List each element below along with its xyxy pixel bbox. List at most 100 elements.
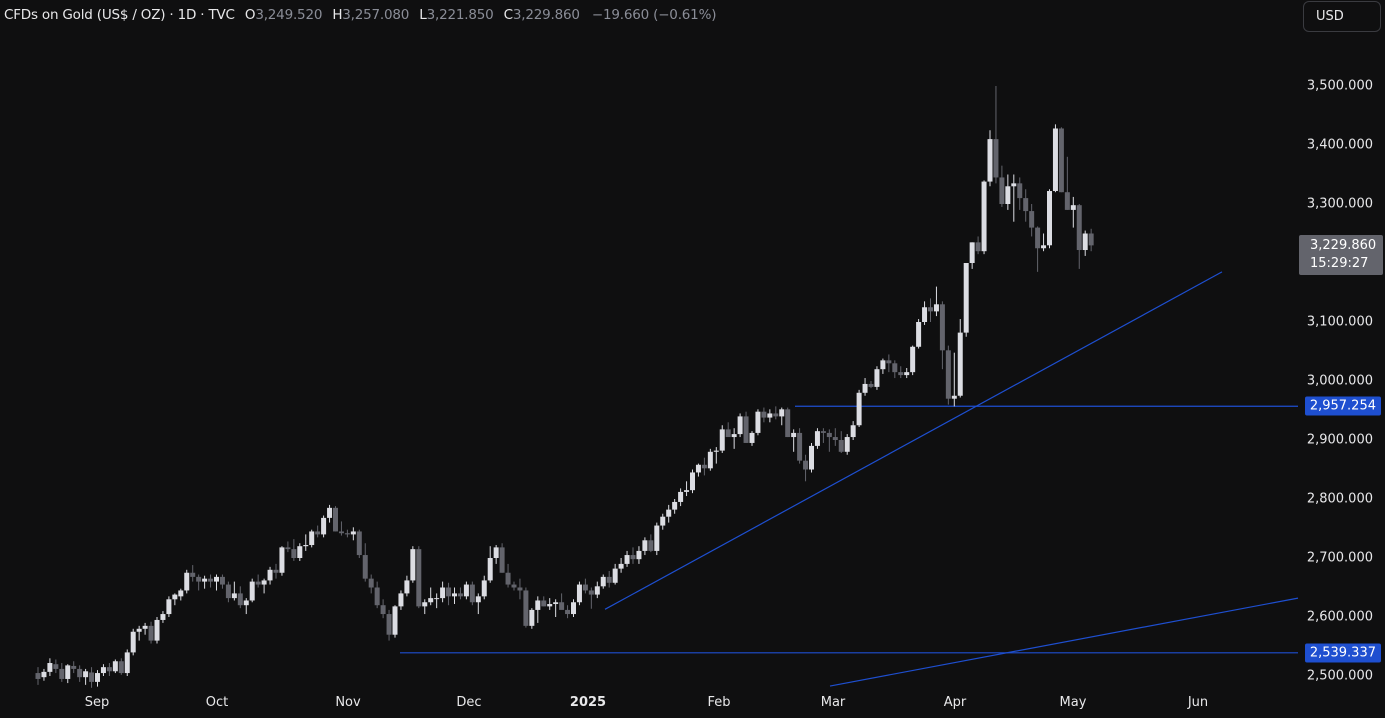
candle (267, 566, 273, 585)
candle (701, 457, 707, 476)
candle (208, 574, 214, 588)
candle (315, 525, 321, 538)
candle (678, 488, 684, 507)
candle (160, 611, 166, 623)
candle (338, 521, 344, 536)
candle (582, 578, 588, 594)
close-label: C (503, 7, 513, 23)
candle (880, 358, 886, 374)
candle (963, 263, 969, 337)
candle (993, 86, 999, 184)
candle (576, 581, 582, 606)
candle (868, 381, 874, 389)
candle (1052, 124, 1058, 193)
trendline[interactable] (604, 271, 1223, 610)
candle (832, 428, 838, 446)
candle (791, 429, 797, 452)
candle (642, 537, 648, 556)
candle (118, 658, 124, 675)
candle (600, 574, 606, 589)
candle (124, 649, 130, 676)
candle (684, 481, 690, 497)
candle (475, 593, 481, 615)
candle (707, 448, 713, 471)
candle (856, 389, 862, 428)
candle (362, 543, 368, 582)
candle (874, 366, 880, 390)
candle (297, 543, 303, 561)
bar-countdown: 15:29:27 (1310, 256, 1369, 271)
candle (95, 670, 100, 687)
candle (392, 605, 398, 638)
candle (273, 563, 279, 579)
candle (410, 546, 416, 583)
candle (606, 570, 612, 588)
candle (636, 546, 642, 564)
candle (344, 529, 350, 538)
candle (154, 617, 160, 644)
candle (547, 598, 553, 610)
time-axis-label: May (1059, 695, 1087, 710)
candle (350, 527, 356, 541)
candle (773, 406, 779, 420)
candle (416, 546, 422, 609)
candle (785, 407, 791, 438)
candle (660, 513, 666, 530)
candle (922, 301, 928, 325)
level-price-tag: 2,957.254 (1304, 396, 1381, 416)
candle (434, 593, 440, 609)
candle (237, 586, 243, 609)
candle (713, 447, 719, 464)
candle (386, 609, 392, 641)
drawings-layer[interactable] (400, 271, 1299, 687)
candle (618, 558, 624, 573)
candle (65, 664, 71, 684)
candle (1011, 174, 1017, 222)
candle (1029, 204, 1035, 237)
candle (975, 236, 981, 255)
candle (1017, 177, 1023, 210)
trendline[interactable] (829, 597, 1299, 687)
currency-button[interactable]: USD (1303, 1, 1381, 32)
symbol-title[interactable]: CFDs on Gold (US$ / OZ) · 1D · TVC (4, 7, 235, 23)
candle (1035, 226, 1041, 272)
price-axis-label: 3,400.000 (1306, 137, 1373, 153)
candle (1064, 156, 1070, 210)
candle (452, 587, 457, 605)
low-value: 3,221.850 (426, 7, 494, 23)
candle (755, 409, 761, 436)
candle (440, 581, 446, 603)
candle (487, 546, 493, 583)
candle (731, 428, 737, 449)
price-axis-label: 2,700.000 (1306, 550, 1373, 566)
candle (541, 596, 547, 607)
candle (202, 575, 208, 589)
candle (666, 504, 672, 523)
candle (511, 581, 517, 591)
candle (333, 506, 338, 532)
candle (499, 543, 505, 573)
candle (838, 431, 844, 453)
candle (356, 529, 362, 558)
candle (457, 587, 463, 600)
candle (749, 431, 755, 446)
candle (957, 319, 963, 398)
candle (886, 354, 892, 373)
candle (690, 469, 695, 494)
candle (1041, 233, 1047, 252)
candle (844, 434, 850, 455)
candle (41, 668, 47, 681)
candle (969, 242, 975, 269)
candle (374, 581, 380, 609)
candle (1058, 127, 1064, 193)
candle (951, 352, 957, 407)
candle (648, 534, 654, 553)
candle (184, 569, 190, 594)
price-axis-label: 2,900.000 (1306, 432, 1373, 448)
candle (1005, 174, 1011, 210)
candle (112, 659, 118, 674)
candle (166, 596, 172, 617)
candle (100, 664, 106, 676)
candle (231, 581, 237, 601)
